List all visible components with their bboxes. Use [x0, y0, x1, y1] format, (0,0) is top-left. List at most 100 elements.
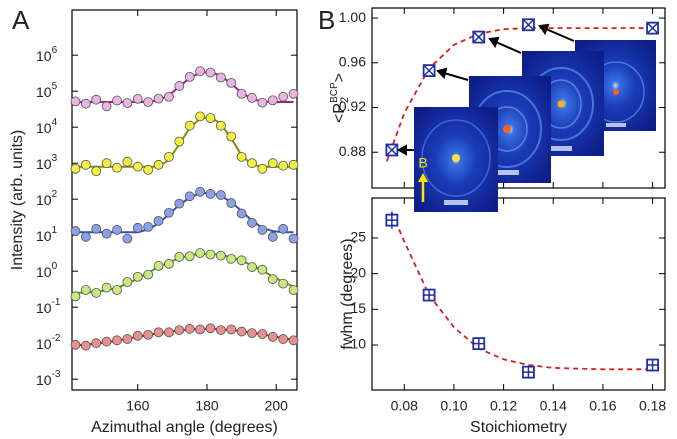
data-point	[112, 162, 122, 173]
y-axis-label-part: >	[331, 73, 348, 82]
data-point	[247, 262, 257, 272]
data-point	[153, 159, 164, 170]
data-point	[91, 338, 102, 349]
data-point	[153, 261, 164, 271]
data-point	[101, 282, 112, 293]
data-point	[91, 223, 102, 234]
y-tick-base: 10	[36, 192, 52, 208]
x-axis-label: Stoichiometry	[470, 419, 567, 436]
data-point	[112, 335, 122, 346]
data-point	[257, 225, 268, 235]
data-point	[215, 120, 226, 131]
data-point	[236, 255, 247, 266]
data-point	[153, 327, 164, 338]
data-point	[215, 325, 226, 336]
y-tick-label: 25	[350, 229, 366, 245]
x-tick-label: 160	[126, 398, 150, 414]
panel-label: B	[318, 5, 335, 35]
data-point	[174, 325, 185, 336]
data-point	[278, 91, 289, 102]
data-point	[236, 151, 247, 162]
y-tick-base: 10	[36, 48, 52, 64]
y-tick-label: 105	[36, 81, 58, 100]
data-point	[205, 189, 216, 199]
y-tick-label: 100	[36, 261, 58, 280]
y-tick-base: 10	[36, 84, 52, 100]
data-point	[174, 198, 185, 209]
data-point	[70, 291, 81, 302]
fit-curve	[75, 115, 294, 168]
data-point	[122, 233, 133, 244]
data-point	[174, 251, 185, 262]
fit-curve	[386, 27, 653, 162]
data-point	[205, 67, 216, 78]
data-point	[226, 131, 237, 142]
data-point	[236, 208, 247, 219]
y-tick-base: 10	[36, 120, 52, 136]
data-point	[247, 93, 257, 103]
y-tick-label: 101	[36, 225, 58, 244]
y-tick-exponent: 0	[52, 261, 58, 272]
data-point	[257, 163, 268, 174]
marker-cross	[646, 22, 659, 35]
data-point	[122, 334, 133, 344]
data-point	[143, 97, 154, 107]
x-tick-label: 0.18	[639, 398, 666, 414]
x-axis-label: Azimuthal angle (degrees)	[91, 419, 278, 436]
data-point	[80, 340, 91, 351]
data-point	[122, 98, 133, 108]
data-point	[267, 231, 278, 242]
data-point	[288, 88, 299, 99]
y-tick-exponent: 1	[52, 225, 58, 236]
y-tick-label: 10-2	[36, 333, 61, 352]
data-point	[385, 213, 399, 227]
data-point	[226, 253, 237, 264]
y-tick-base: 10	[36, 228, 52, 244]
y-tick-exponent: 6	[52, 45, 58, 56]
fit-curve	[75, 70, 294, 103]
data-point	[195, 111, 205, 122]
data-point	[153, 215, 164, 226]
data-point	[101, 336, 112, 347]
data-point	[267, 331, 278, 342]
data-point	[143, 329, 154, 340]
data-point	[422, 288, 436, 302]
data-point	[385, 143, 399, 157]
x-tick-label: 0.08	[391, 398, 418, 414]
y-tick-label: 15	[350, 300, 366, 316]
data-point	[91, 166, 102, 177]
data-point	[184, 251, 195, 262]
data-point	[215, 250, 226, 261]
data-point	[101, 158, 112, 169]
y-tick-exponent: -1	[52, 297, 61, 308]
data-point	[288, 233, 299, 244]
x-tick-label: 0.12	[490, 398, 517, 414]
data-point	[267, 158, 278, 169]
data-point	[215, 72, 226, 83]
x-tick-label: 0.10	[440, 398, 467, 414]
data-point	[646, 21, 659, 35]
y-tick-label: 106	[36, 45, 58, 64]
data-point	[646, 358, 659, 372]
data-point	[278, 278, 289, 289]
y-tick-label: 10	[350, 336, 366, 352]
y-tick-base: 10	[36, 300, 52, 316]
y-tick-label: 104	[36, 117, 58, 136]
data-point	[422, 64, 436, 78]
y-tick-exponent: -3	[52, 369, 61, 380]
plot-frame	[71, 9, 298, 391]
data-point	[164, 207, 174, 218]
y-tick-exponent: 5	[52, 81, 58, 92]
y-tick-exponent: 4	[52, 117, 58, 128]
data-point	[247, 217, 257, 228]
data-point	[278, 160, 289, 171]
data-point	[226, 77, 237, 88]
data-point	[143, 269, 154, 280]
data-point	[70, 226, 81, 236]
data-point	[164, 258, 174, 269]
x-tick-label: 180	[195, 398, 219, 414]
panel-label: A	[12, 5, 30, 35]
data-point	[132, 161, 143, 172]
y-axis-label-part: 2	[339, 97, 351, 103]
data-point	[143, 221, 154, 232]
